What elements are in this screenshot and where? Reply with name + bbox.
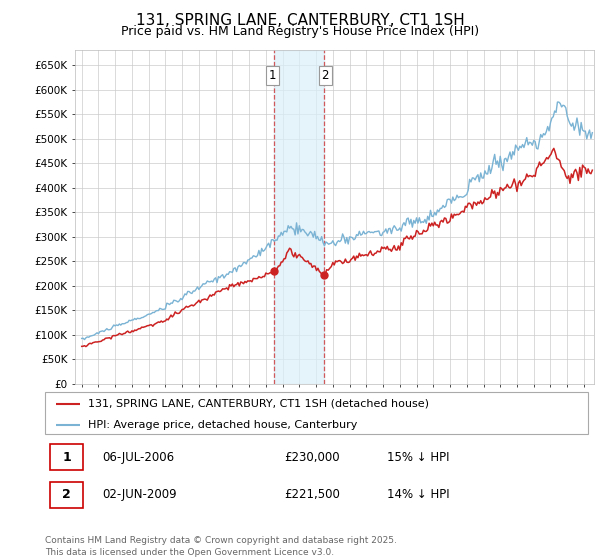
Text: 2: 2 — [62, 488, 71, 501]
Text: £230,000: £230,000 — [284, 451, 340, 464]
Text: 1: 1 — [269, 69, 277, 82]
FancyBboxPatch shape — [50, 445, 83, 470]
FancyBboxPatch shape — [45, 392, 588, 434]
FancyBboxPatch shape — [50, 482, 83, 507]
Text: 2: 2 — [322, 69, 329, 82]
Text: 131, SPRING LANE, CANTERBURY, CT1 1SH: 131, SPRING LANE, CANTERBURY, CT1 1SH — [136, 13, 464, 27]
Text: 14% ↓ HPI: 14% ↓ HPI — [387, 488, 450, 501]
Bar — [274, 50, 323, 384]
Text: £221,500: £221,500 — [284, 488, 340, 501]
Text: HPI: Average price, detached house, Canterbury: HPI: Average price, detached house, Cant… — [88, 420, 358, 430]
Text: Price paid vs. HM Land Registry's House Price Index (HPI): Price paid vs. HM Land Registry's House … — [121, 25, 479, 38]
Text: 06-JUL-2006: 06-JUL-2006 — [102, 451, 174, 464]
Text: Contains HM Land Registry data © Crown copyright and database right 2025.
This d: Contains HM Land Registry data © Crown c… — [45, 536, 397, 557]
Text: 131, SPRING LANE, CANTERBURY, CT1 1SH (detached house): 131, SPRING LANE, CANTERBURY, CT1 1SH (d… — [88, 399, 430, 409]
Text: 02-JUN-2009: 02-JUN-2009 — [102, 488, 176, 501]
Text: 1: 1 — [62, 451, 71, 464]
Text: 15% ↓ HPI: 15% ↓ HPI — [387, 451, 449, 464]
